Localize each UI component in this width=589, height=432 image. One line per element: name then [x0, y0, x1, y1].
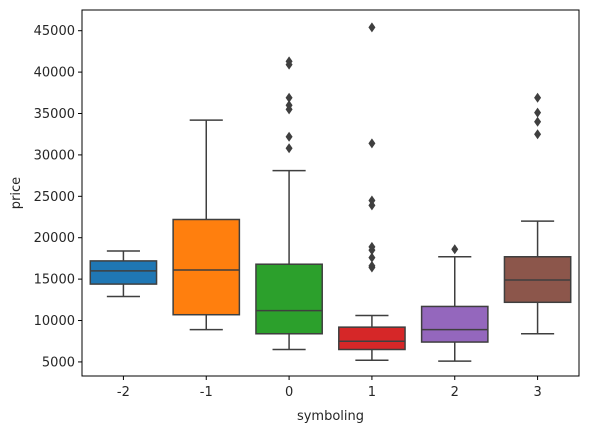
box--2	[89, 250, 158, 298]
outlier-point	[285, 56, 293, 67]
x-tick-label: 3	[533, 385, 541, 400]
outlier-point	[451, 244, 459, 255]
x-tick-label: 1	[368, 385, 376, 400]
x-axis-label: symboling	[297, 409, 364, 424]
y-tick-label: 40000	[34, 66, 75, 81]
box--1	[172, 119, 241, 331]
outlier-point	[534, 129, 542, 140]
box-1	[338, 22, 406, 362]
y-axis-label: price	[9, 177, 24, 209]
x-tick-label: 0	[285, 385, 293, 400]
outlier-point	[285, 100, 293, 111]
y-tick-label: 10000	[34, 314, 75, 329]
outlier-point	[285, 92, 293, 103]
y-tick-label: 35000	[34, 107, 75, 122]
outlier-point	[534, 116, 542, 127]
y-tick-label: 25000	[34, 190, 75, 205]
box-3	[503, 92, 572, 335]
boxes	[89, 22, 572, 362]
box-iqr	[89, 260, 158, 285]
outlier-point	[285, 131, 293, 142]
x-tick-label: -1	[200, 385, 213, 400]
box-iqr	[338, 326, 406, 351]
plot-area	[81, 9, 580, 377]
box-iqr	[255, 263, 323, 335]
outlier-point	[368, 195, 376, 206]
y-tick-label: 45000	[34, 24, 75, 39]
outlier-point	[285, 143, 293, 154]
outlier-point	[368, 22, 376, 33]
outlier-point	[368, 252, 376, 263]
y-axis: 5000 10000 15000 20000 25000 30000 35000 40000 4…	[34, 24, 82, 370]
y-tick-label: 30000	[34, 148, 75, 163]
x-tick-label: 2	[451, 385, 459, 400]
y-tick-label: 5000	[42, 355, 75, 370]
box-iqr	[172, 218, 241, 316]
y-tick-label: 15000	[34, 273, 75, 288]
box-2	[420, 244, 489, 362]
outlier-point	[534, 107, 542, 118]
outlier-point	[368, 260, 376, 271]
outlier-point	[534, 92, 542, 103]
y-tick-label: 20000	[34, 231, 75, 246]
box-0	[255, 56, 323, 351]
box-iqr	[420, 305, 489, 343]
x-tick-label: -2	[117, 385, 130, 400]
outlier-point	[368, 241, 376, 252]
outlier-point	[368, 138, 376, 149]
x-axis: -2 -1 0 1 2 3	[117, 376, 542, 400]
